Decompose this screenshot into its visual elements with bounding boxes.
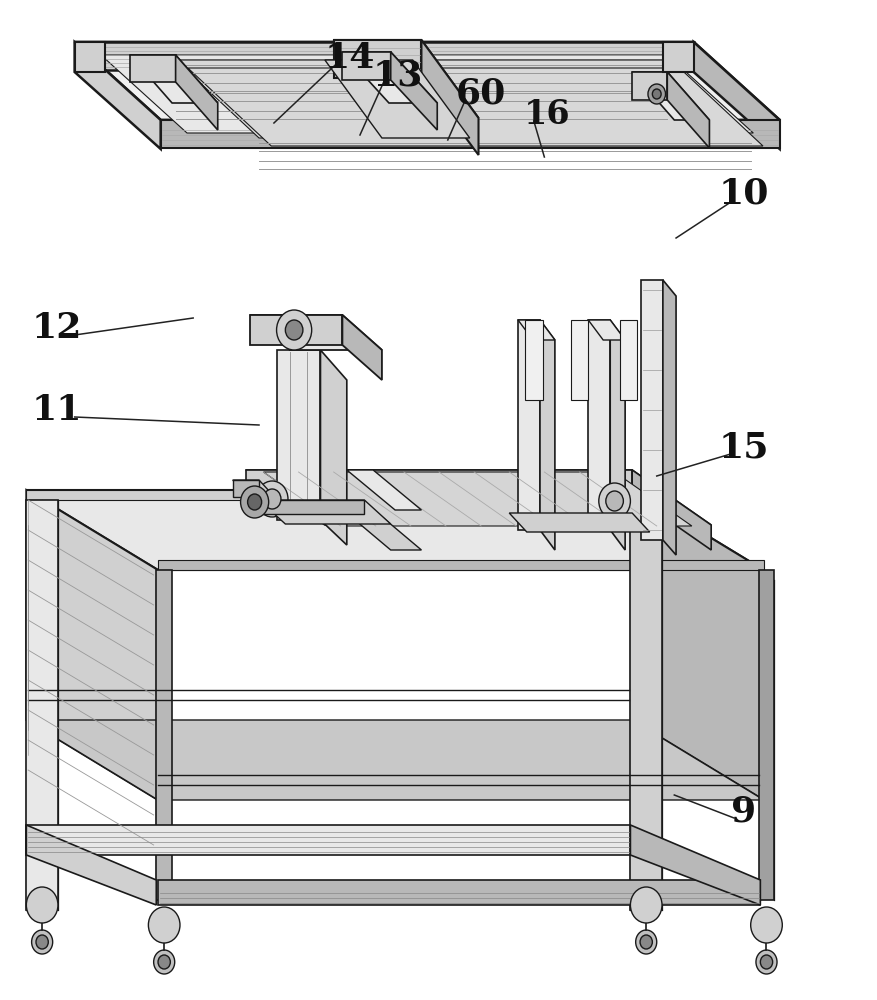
Polygon shape — [101, 55, 752, 133]
Polygon shape — [610, 320, 624, 550]
Circle shape — [26, 887, 58, 923]
Polygon shape — [631, 72, 667, 100]
Polygon shape — [232, 480, 259, 497]
Circle shape — [630, 887, 661, 923]
Polygon shape — [758, 570, 774, 900]
Text: 12: 12 — [32, 311, 82, 345]
Polygon shape — [631, 490, 763, 800]
Polygon shape — [26, 490, 631, 500]
Circle shape — [158, 955, 170, 969]
Polygon shape — [588, 320, 610, 530]
Polygon shape — [232, 480, 279, 502]
Polygon shape — [160, 120, 779, 148]
Text: 16: 16 — [523, 98, 570, 130]
Circle shape — [32, 930, 53, 954]
Text: 14: 14 — [324, 41, 374, 75]
Polygon shape — [26, 720, 763, 800]
Polygon shape — [390, 52, 437, 130]
Polygon shape — [619, 320, 637, 400]
Circle shape — [605, 491, 623, 511]
Polygon shape — [631, 72, 709, 120]
Polygon shape — [346, 470, 421, 510]
Polygon shape — [175, 55, 217, 130]
Circle shape — [263, 489, 281, 509]
Circle shape — [639, 935, 652, 949]
Circle shape — [635, 930, 656, 954]
Circle shape — [647, 84, 665, 104]
Polygon shape — [246, 470, 631, 495]
Circle shape — [598, 483, 630, 519]
Polygon shape — [630, 825, 759, 905]
Circle shape — [153, 950, 175, 974]
Polygon shape — [342, 315, 381, 380]
Polygon shape — [246, 470, 710, 525]
Text: 10: 10 — [717, 176, 768, 210]
Text: 11: 11 — [32, 393, 82, 427]
Polygon shape — [259, 500, 364, 514]
Polygon shape — [662, 42, 693, 72]
Text: 9: 9 — [731, 795, 755, 829]
Polygon shape — [539, 320, 554, 550]
Polygon shape — [263, 472, 691, 526]
Polygon shape — [662, 280, 675, 555]
Polygon shape — [158, 560, 763, 570]
Polygon shape — [667, 72, 709, 148]
Circle shape — [759, 955, 772, 969]
Polygon shape — [342, 52, 437, 103]
Polygon shape — [333, 40, 421, 78]
Text: 13: 13 — [372, 58, 423, 92]
Polygon shape — [75, 42, 105, 72]
Circle shape — [276, 310, 311, 350]
Circle shape — [285, 320, 303, 340]
Polygon shape — [509, 513, 649, 532]
Polygon shape — [75, 42, 693, 70]
Polygon shape — [75, 42, 160, 149]
Polygon shape — [693, 42, 779, 149]
Polygon shape — [26, 490, 158, 800]
Polygon shape — [333, 502, 421, 550]
Polygon shape — [250, 315, 342, 345]
Polygon shape — [130, 55, 175, 82]
Polygon shape — [26, 500, 58, 910]
Polygon shape — [130, 55, 217, 103]
Circle shape — [750, 907, 781, 943]
Circle shape — [240, 486, 268, 518]
Polygon shape — [276, 350, 320, 520]
Circle shape — [652, 89, 660, 99]
Polygon shape — [421, 40, 478, 155]
Polygon shape — [156, 570, 172, 900]
Polygon shape — [630, 500, 661, 910]
Circle shape — [256, 481, 288, 517]
Polygon shape — [324, 60, 469, 138]
Polygon shape — [75, 42, 779, 120]
Polygon shape — [517, 320, 554, 340]
Polygon shape — [640, 280, 662, 540]
Polygon shape — [158, 880, 759, 905]
Circle shape — [148, 907, 180, 943]
Polygon shape — [342, 52, 390, 80]
Polygon shape — [26, 825, 156, 905]
Polygon shape — [570, 320, 588, 400]
Circle shape — [247, 494, 261, 510]
Polygon shape — [250, 315, 381, 350]
Polygon shape — [524, 320, 542, 400]
Polygon shape — [333, 40, 478, 118]
Polygon shape — [517, 320, 539, 530]
Polygon shape — [631, 470, 710, 550]
Text: 60: 60 — [455, 76, 506, 110]
Polygon shape — [26, 825, 630, 855]
Polygon shape — [259, 500, 390, 524]
Polygon shape — [175, 60, 750, 138]
Polygon shape — [588, 320, 624, 340]
Polygon shape — [320, 350, 346, 545]
Polygon shape — [188, 68, 762, 146]
Circle shape — [755, 950, 776, 974]
Polygon shape — [26, 490, 763, 570]
Text: 15: 15 — [717, 430, 768, 464]
Circle shape — [36, 935, 48, 949]
